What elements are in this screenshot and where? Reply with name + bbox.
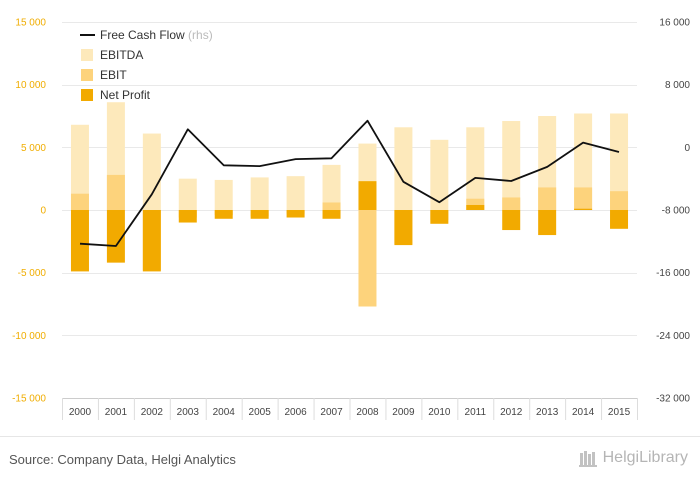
x-tick-label: 2013 [536, 407, 559, 418]
y-right-tick-label: 0 [684, 143, 690, 154]
bar-net-profit [574, 208, 593, 210]
x-tick-label: 2005 [249, 407, 272, 418]
bar-net-profit [250, 210, 269, 219]
bar-ebitda [430, 139, 449, 210]
y-left-tick-label: 0 [40, 206, 46, 217]
bar-ebit [538, 187, 557, 210]
bar-ebit [358, 210, 377, 307]
y-left-tick-label: -10 000 [12, 331, 46, 342]
line-free-cash-flow [79, 119, 620, 247]
bar-net-profit [394, 210, 413, 246]
bar-ebitda [70, 124, 89, 210]
x-tick-label: 2007 [320, 407, 343, 418]
y-right-tick-label: 8 000 [665, 80, 690, 91]
x-tick-label: 2001 [105, 407, 128, 418]
bar-ebitda [214, 179, 233, 210]
line-series [79, 119, 620, 247]
y-left-tick-label: 15 000 [15, 18, 46, 29]
x-tick-label: 2008 [356, 407, 379, 418]
x-tick-label: 2002 [141, 407, 164, 418]
x-tick-label: 2000 [69, 407, 92, 418]
bar-net-profit [106, 210, 125, 263]
legend: Free Cash Flow (rhs) EBITDA EBIT Net Profit [80, 28, 213, 102]
bar-net-profit [430, 210, 449, 224]
legend-label: EBITDA [100, 48, 143, 62]
logo-text: HelgiLibrary [602, 449, 688, 466]
bar-net-profit [70, 210, 89, 272]
bar-series [70, 102, 629, 307]
legend-item: Free Cash Flow (rhs) [80, 28, 213, 42]
x-tick-label: 2014 [572, 407, 595, 418]
y-right-tick-label: -24 000 [656, 331, 690, 342]
bar-net-profit [358, 181, 377, 210]
bar-ebit [70, 193, 89, 210]
bar-ebitda [502, 121, 521, 210]
bar-ebit [322, 202, 341, 210]
bar-net-profit [286, 210, 305, 218]
bar-net-profit [466, 204, 485, 210]
bar-ebitda [142, 133, 161, 210]
y-right-tick-label: -16 000 [656, 268, 690, 279]
bar-ebitda [610, 113, 629, 210]
legend-item: Net Profit [81, 88, 151, 102]
bar-ebitda [178, 178, 197, 210]
x-tick-label: 2006 [284, 407, 307, 418]
legend-label: Free Cash Flow (rhs) [100, 28, 213, 42]
legend-item: EBITDA [81, 48, 143, 62]
bar-net-profit [142, 210, 161, 272]
bar-net-profit [214, 210, 233, 219]
bar-ebit [106, 174, 125, 210]
legend-label: EBIT [100, 68, 127, 82]
y-left-tick-label: -15 000 [12, 394, 46, 405]
y-right-tick-label: -32 000 [656, 394, 690, 405]
bar-ebit [466, 198, 485, 210]
bar-net-profit [178, 210, 197, 223]
y-right-tick-label: -8 000 [662, 206, 691, 217]
legend-label: Net Profit [100, 88, 151, 102]
bar-ebitda [286, 176, 305, 210]
x-tick-label: 2015 [608, 407, 631, 418]
library-books-icon [578, 451, 597, 467]
bar-ebit [502, 197, 521, 210]
x-tick-label: 2003 [177, 407, 200, 418]
bar-net-profit [610, 210, 629, 229]
x-tick-label: 2012 [500, 407, 523, 418]
x-tick-label: 2011 [465, 407, 487, 418]
chart-canvas: 2000 2001 2002 2003 2004 2005 2006 2007 2008 2009… [12, 18, 691, 420]
bar-ebitda [250, 177, 269, 210]
y-left-tick-label: -5 000 [18, 268, 47, 279]
bar-net-profit [322, 210, 341, 219]
helgi-library-logo[interactable]: HelgiLibrary [578, 449, 688, 467]
bar-net-profit [538, 210, 557, 236]
bar-ebit [610, 191, 629, 210]
axes: 2000 2001 2002 2003 2004 2005 2006 2007 2008 2009… [12, 18, 691, 420]
legend-swatch [81, 49, 93, 61]
legend-swatch [81, 89, 93, 101]
y-right-tick-label: 16 000 [659, 18, 690, 29]
legend-label-suffix: (rhs) [185, 28, 213, 42]
source-note: Source: Company Data, Helgi Analytics [9, 452, 236, 467]
x-tick-label: 2009 [392, 407, 415, 418]
bar-net-profit [502, 210, 521, 231]
footer: Source: Company Data, Helgi Analytics He… [0, 436, 700, 483]
bar-ebitda [538, 116, 557, 210]
y-left-tick-label: 5 000 [21, 143, 46, 154]
legend-swatch [81, 69, 93, 81]
bar-ebitda [322, 164, 341, 210]
bar-ebitda [394, 127, 413, 210]
legend-item: EBIT [81, 68, 127, 82]
bar-ebit [574, 187, 593, 210]
bar-ebitda [466, 127, 485, 210]
x-tick-label: 2010 [428, 407, 451, 418]
x-tick-label: 2004 [213, 407, 236, 418]
y-left-tick-label: 10 000 [15, 80, 46, 91]
bar-ebitda [574, 113, 593, 210]
